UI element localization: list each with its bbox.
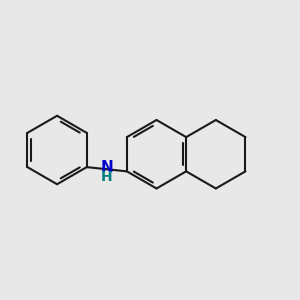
Text: N: N (100, 160, 113, 175)
Text: H: H (101, 170, 112, 184)
